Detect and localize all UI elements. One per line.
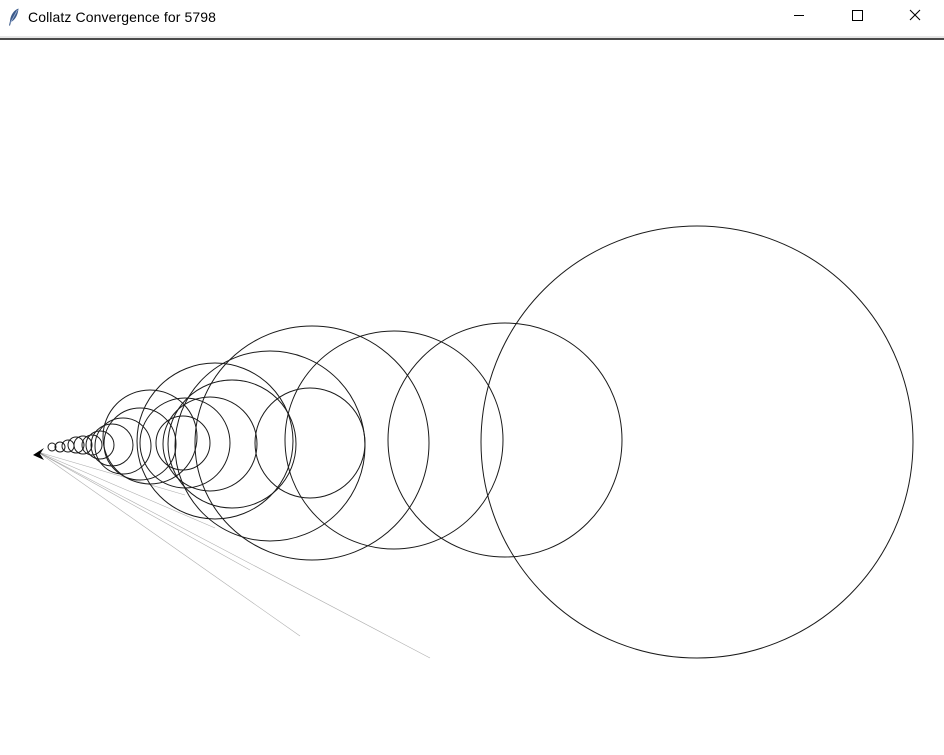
spiral-circle xyxy=(174,350,366,542)
spiral-circle xyxy=(94,417,152,475)
close-icon xyxy=(909,8,921,26)
spiral-circle xyxy=(81,434,103,456)
turtle-cursor xyxy=(33,448,44,460)
spiral-circle xyxy=(61,439,75,453)
spiral-circle xyxy=(284,330,504,550)
spiral-circle xyxy=(162,396,258,492)
spiral-circle xyxy=(90,423,134,467)
minimize-button[interactable] xyxy=(770,0,828,33)
title-bar[interactable]: Collatz Convergence for 5798 xyxy=(0,0,944,33)
spiral-circle xyxy=(67,436,85,454)
title-separator xyxy=(0,36,944,40)
minimize-icon xyxy=(793,8,805,26)
maximize-icon xyxy=(851,8,863,26)
spiral-circle xyxy=(54,441,66,453)
window-title: Collatz Convergence for 5798 xyxy=(28,8,217,25)
spiral-circle xyxy=(254,387,366,499)
spiral-path xyxy=(37,451,216,529)
spiral-path xyxy=(37,451,301,637)
maximize-button[interactable] xyxy=(828,0,886,33)
spiral-circle xyxy=(73,435,93,455)
window-controls xyxy=(770,0,944,33)
spiral-circle xyxy=(387,322,623,558)
feather-icon xyxy=(6,8,22,26)
spiral-path xyxy=(37,451,186,496)
spiral-circle xyxy=(480,225,914,659)
spiral-circle xyxy=(103,407,177,481)
spiral-circle xyxy=(194,325,430,561)
spiral-circle xyxy=(47,442,57,452)
spiral-path xyxy=(37,451,251,571)
spiral-circle xyxy=(85,430,115,460)
spiral-circle xyxy=(167,379,297,509)
collatz-spiral xyxy=(33,225,914,659)
spiral-path xyxy=(37,451,431,659)
spiral-circle xyxy=(102,389,198,485)
drawing-canvas xyxy=(0,40,944,755)
spiral-circle xyxy=(139,397,231,489)
spiral-circle xyxy=(155,415,211,471)
close-button[interactable] xyxy=(886,0,944,33)
spiral-circle xyxy=(136,362,294,520)
